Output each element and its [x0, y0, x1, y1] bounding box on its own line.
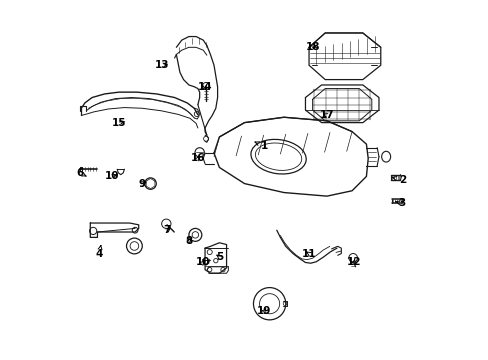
- Text: 18: 18: [305, 42, 319, 52]
- Text: 14: 14: [197, 82, 212, 92]
- Text: 12: 12: [346, 257, 360, 267]
- Text: 6: 6: [76, 168, 86, 178]
- Text: 8: 8: [185, 236, 192, 246]
- Text: 5: 5: [215, 252, 223, 262]
- Text: 7: 7: [163, 225, 171, 235]
- Text: 15: 15: [111, 118, 126, 128]
- Text: 3: 3: [395, 198, 405, 208]
- Text: 10: 10: [196, 257, 210, 267]
- Text: 4: 4: [95, 246, 103, 258]
- Text: 9: 9: [139, 179, 145, 189]
- Text: 19: 19: [257, 306, 271, 316]
- Text: 17: 17: [319, 111, 334, 121]
- Text: 1: 1: [254, 141, 267, 151]
- Text: 13: 13: [155, 60, 169, 70]
- Text: 16: 16: [190, 153, 204, 163]
- Text: 11: 11: [301, 248, 316, 258]
- Text: 10: 10: [104, 171, 119, 181]
- Text: 2: 2: [392, 175, 405, 185]
